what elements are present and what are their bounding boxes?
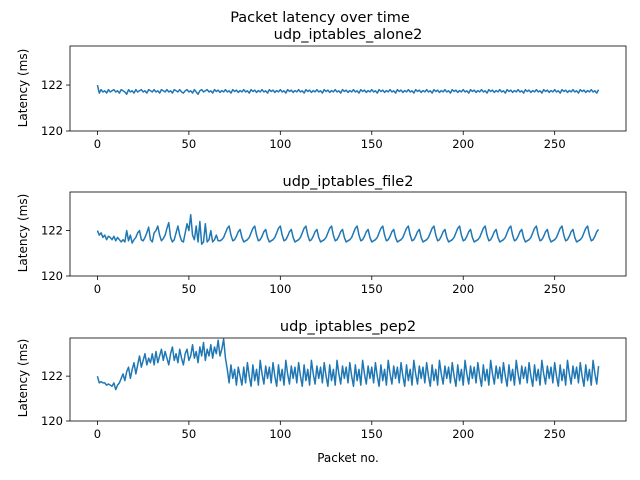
x-tick-label: 150 <box>361 137 383 151</box>
x-tick-label: 100 <box>269 282 291 296</box>
x-tick-label: 150 <box>361 282 383 296</box>
x-tick-label: 100 <box>269 427 291 441</box>
series-line-udp-iptables-pep2 <box>96 338 600 391</box>
y-tick-label: 120 <box>41 269 63 283</box>
panel-1-ylabel: Latency (ms) <box>16 49 30 128</box>
panel-3-xlabel: Packet no. <box>317 451 379 465</box>
panel-3-grid-layer: 0 50 100 150 200 250 120 122 <box>41 369 566 441</box>
panel-2-title: udp_iptables_file2 <box>283 174 414 190</box>
panel-3-title: udp_iptables_pep2 <box>280 319 416 335</box>
y-tick-label: 122 <box>41 78 63 92</box>
x-tick-label: 50 <box>182 137 197 151</box>
x-tick-label: 250 <box>544 427 566 441</box>
series-line-udp-iptables-file2 <box>96 213 600 245</box>
x-tick-label: 250 <box>544 282 566 296</box>
figure-suptitle: Packet latency over time <box>230 10 410 26</box>
panel-1: udp_iptables_alone2 Latency (ms) 0 50 100 1… <box>16 27 627 151</box>
x-tick-label: 150 <box>361 427 383 441</box>
y-tick-label: 122 <box>41 224 63 238</box>
x-tick-label: 200 <box>452 282 474 296</box>
panel-3-ylabel: Latency (ms) <box>16 339 30 418</box>
panel-3: udp_iptables_pep2 Latency (ms) 0 50 100 150… <box>16 319 627 465</box>
x-tick-label: 50 <box>182 427 197 441</box>
x-tick-label: 0 <box>94 137 101 151</box>
panel-2-axes-frame <box>69 191 627 277</box>
y-tick-label: 122 <box>41 369 63 383</box>
panel-1-grid-layer: 0 50 100 150 200 250 120 122 <box>41 78 566 151</box>
panel-1-axes-frame <box>69 45 627 132</box>
x-tick-label: 0 <box>94 427 101 441</box>
y-tick-label: 120 <box>41 414 63 428</box>
x-tick-label: 0 <box>94 282 101 296</box>
x-tick-label: 100 <box>269 137 291 151</box>
panel-3-axes-frame <box>69 337 627 422</box>
x-tick-label: 200 <box>452 137 474 151</box>
series-line-udp-iptables-alone2 <box>96 84 600 95</box>
x-tick-label: 200 <box>452 427 474 441</box>
panel-2-ylabel: Latency (ms) <box>16 194 30 273</box>
y-tick-label: 120 <box>41 124 63 138</box>
panel-1-title: udp_iptables_alone2 <box>274 27 423 43</box>
x-tick-label: 50 <box>182 282 197 296</box>
panel-2: udp_iptables_file2 Latency (ms) 0 50 100 15… <box>16 174 627 296</box>
panel-2-grid-layer: 0 50 100 150 200 250 120 122 <box>41 224 566 296</box>
x-tick-label: 250 <box>544 137 566 151</box>
